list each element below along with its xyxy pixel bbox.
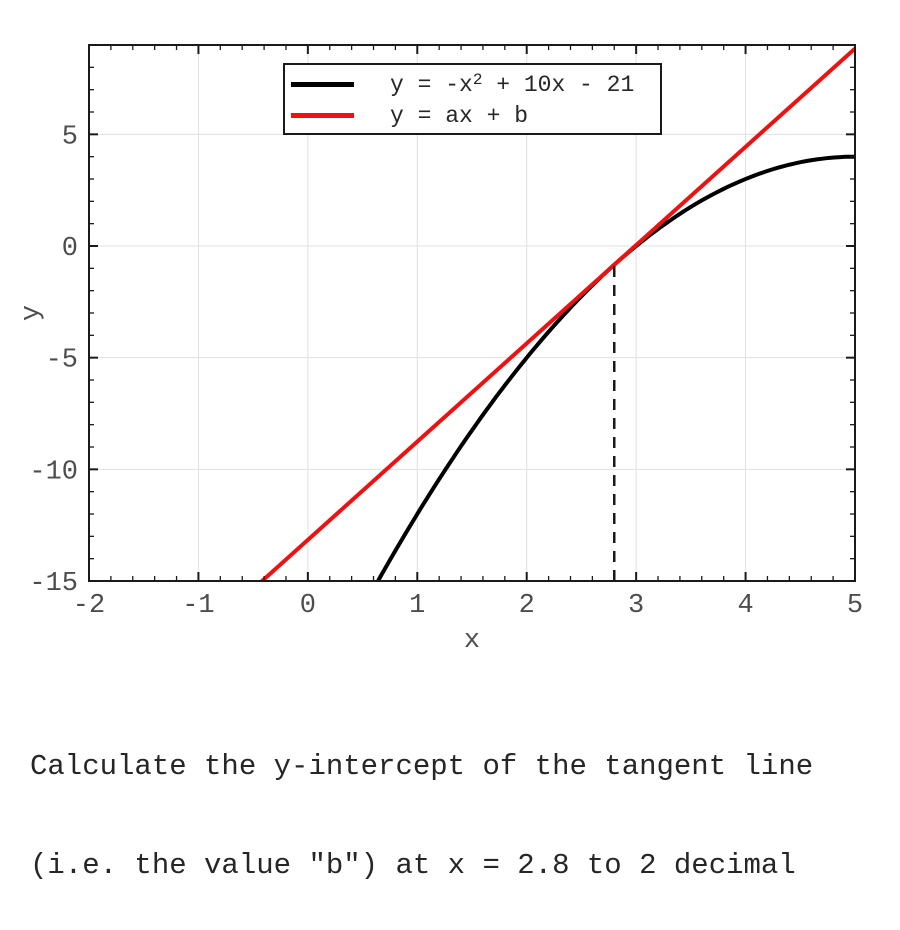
chart-area: -2 -1 0 1 2 3 4 5 -15 -10 -5 0 5 x y y = -x2 + 10x -…: [17, 44, 863, 656]
black-line-sample: [291, 82, 354, 87]
red-line-sample: [291, 113, 354, 118]
data-series: [259, 47, 855, 581]
y-tick-label: 0: [62, 234, 78, 264]
x-tick-label: 5: [847, 591, 863, 621]
axis-ticks: [88, 45, 856, 582]
x-tick-label: 2: [519, 591, 535, 621]
function-plot: -2 -1 0 1 2 3 4 5-15-10-505 x y: [17, 44, 863, 656]
question-line: (i.e. the value "b") at x = 2.8 to 2 dec…: [30, 849, 796, 882]
question-line: Calculate the y-intercept of the tangent…: [30, 750, 814, 783]
x-axis-label: x: [464, 626, 480, 656]
y-tick-label: -5: [46, 346, 78, 376]
tick-labels: -2 -1 0 1 2 3 4 5-15-10-505: [29, 122, 863, 621]
tangent-line: [259, 47, 855, 581]
x-tick-label: -1: [182, 591, 214, 621]
x-tick-label: 0: [300, 591, 316, 621]
legend-label-tangent: y = ax + b: [390, 103, 529, 129]
x-tick-label: 3: [628, 591, 644, 621]
question-text: Calculate the y-intercept of the tangent…: [30, 684, 813, 930]
y-tick-label: 5: [62, 122, 78, 152]
parabola-curve: [375, 154, 855, 581]
x-tick-label: 1: [409, 591, 425, 621]
legend-entry-tangent: y = ax + b: [285, 100, 660, 131]
x-tick-label: 4: [737, 591, 753, 621]
legend-label-parabola: y = -x2 + 10x - 21: [390, 71, 635, 98]
legend: y = -x2 + 10x - 21 y = ax + b: [283, 63, 662, 135]
legend-entry-parabola: y = -x2 + 10x - 21: [285, 69, 660, 100]
y-tick-label: -10: [29, 457, 78, 487]
y-tick-label: -15: [29, 569, 78, 599]
y-axis-label: y: [17, 305, 47, 321]
x-tick-label: -2: [73, 591, 105, 621]
